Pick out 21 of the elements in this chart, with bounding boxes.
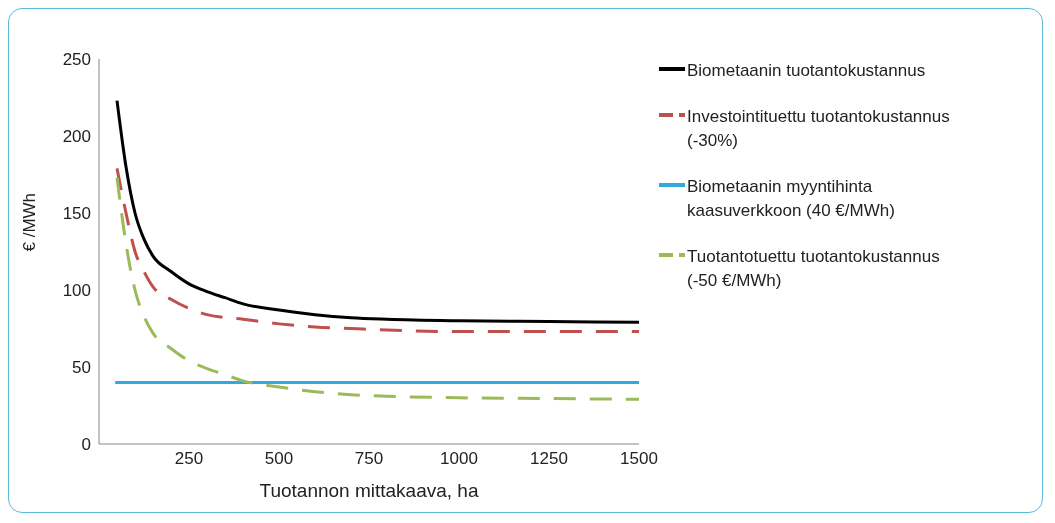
y-tick-label: 150	[62, 204, 91, 224]
x-tick-label: 1000	[440, 449, 478, 469]
y-axis-title: € /MWh	[20, 192, 40, 252]
x-tick-label: 1500	[620, 449, 658, 469]
y-tick-label: 250	[62, 50, 91, 70]
line-series	[115, 99, 639, 324]
x-tick-label: 250	[174, 449, 204, 469]
legend-label: Biometaanin tuotantokustannus	[687, 60, 926, 82]
line-series	[115, 176, 639, 401]
y-tick-label: 100	[62, 281, 91, 301]
line-series	[115, 166, 639, 334]
x-tick-label: 1250	[530, 449, 568, 469]
y-tick-label: 0	[81, 435, 91, 455]
legend-label: Investointituettu tuotantokustannus (-30%)	[687, 106, 951, 152]
y-tick-label: 200	[62, 127, 91, 147]
y-tick-label: 50	[72, 358, 91, 378]
x-tick-label: 500	[264, 449, 294, 469]
x-tick-label: 750	[354, 449, 384, 469]
legend-label: Tuotantotuettu tuotantokustannus (-50 €/MWh)	[687, 246, 941, 292]
x-axis-title: Tuotannon mittakaava, ha	[259, 480, 479, 501]
legend-label: Biometaanin myyntihinta kaasuverkkoon (40 €/MWh)	[687, 176, 896, 222]
